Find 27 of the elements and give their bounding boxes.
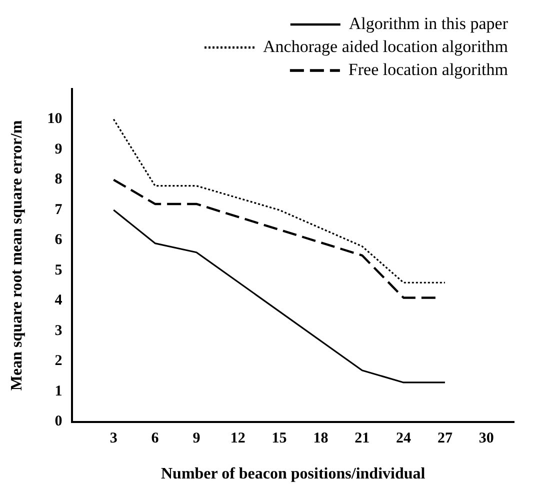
y-tick-label: 8 bbox=[54, 172, 62, 188]
x-tick-label: 18 bbox=[313, 430, 328, 447]
y-tick-label: 7 bbox=[54, 202, 63, 218]
x-tick-label: 30 bbox=[478, 430, 494, 447]
legend-label: Free location algorithm bbox=[348, 60, 508, 79]
x-tick-label: 9 bbox=[192, 430, 200, 447]
x-tick-label: 21 bbox=[354, 430, 370, 447]
y-tick-label: 9 bbox=[54, 141, 62, 158]
x-axis-title: Number of beacon positions/individual bbox=[160, 466, 426, 483]
x-tick-label: 3 bbox=[110, 430, 118, 447]
y-tick-label: 5 bbox=[54, 262, 62, 278]
y-tick-label: 1 bbox=[54, 383, 62, 400]
x-tick-label: 6 bbox=[151, 430, 160, 447]
line-series bbox=[112, 118, 446, 284]
legend-label: Anchorage aided location algorithm bbox=[263, 36, 508, 56]
legend-label: Algorithm in this paper bbox=[348, 14, 508, 33]
x-tick-label: 12 bbox=[230, 430, 246, 447]
y-axis-title: Mean square root mean square error/m bbox=[8, 120, 26, 391]
y-tick-label: 6 bbox=[54, 232, 63, 248]
y-tick-label: 2 bbox=[54, 353, 62, 370]
x-tick-label: 24 bbox=[396, 430, 412, 447]
y-tick-label: 10 bbox=[47, 111, 62, 128]
x-tick-label: 27 bbox=[437, 430, 453, 447]
y-tick-label: 4 bbox=[54, 292, 63, 309]
x-tick-label: 15 bbox=[272, 430, 287, 447]
y-tick-label: 3 bbox=[54, 322, 62, 339]
y-tick-label: 0 bbox=[54, 414, 62, 430]
